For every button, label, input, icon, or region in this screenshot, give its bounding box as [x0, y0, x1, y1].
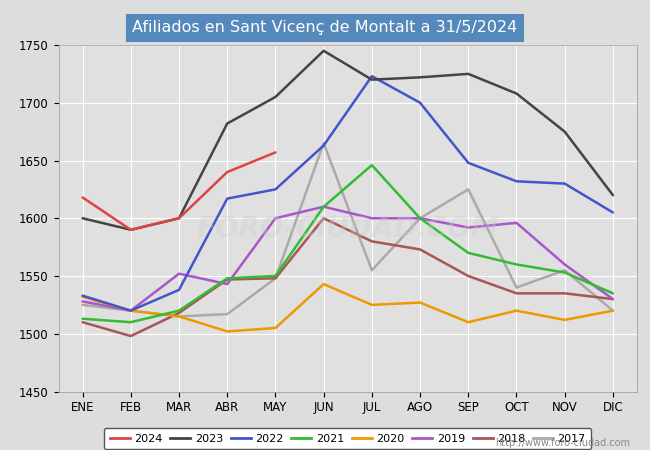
Legend: 2024, 2023, 2022, 2021, 2020, 2019, 2018, 2017: 2024, 2023, 2022, 2021, 2020, 2019, 2018…: [104, 428, 592, 450]
Text: Afiliados en Sant Vicenç de Montalt a 31/5/2024: Afiliados en Sant Vicenç de Montalt a 31…: [133, 20, 517, 35]
Text: http://www.foro-ciudad.com: http://www.foro-ciudad.com: [495, 438, 630, 448]
Text: FORO-CIUDAD.COM: FORO-CIUDAD.COM: [196, 215, 499, 243]
